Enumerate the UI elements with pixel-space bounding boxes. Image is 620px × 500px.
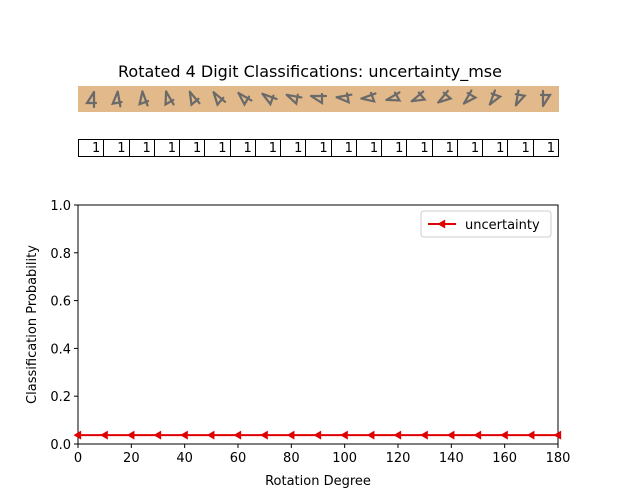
digit-thumbnail <box>254 86 281 112</box>
predicted-label: 1 <box>532 139 559 157</box>
rotated-digit-4-icon <box>111 90 123 108</box>
rotated-digit-4-icon <box>385 91 402 102</box>
y-axis-label: Classification Probability <box>25 245 40 404</box>
rotated-digit-4-icon <box>137 90 149 107</box>
x-tick-label: 40 <box>176 451 193 466</box>
data-point <box>206 430 215 440</box>
legend-marker <box>437 219 446 229</box>
digit-thumbnail <box>532 86 559 112</box>
rotated-digit-4-icon <box>436 89 453 104</box>
data-point <box>100 430 108 440</box>
data-point <box>526 430 535 440</box>
rotated-digit-4-icon <box>488 89 503 106</box>
rotated-digit-4-icon <box>411 90 428 103</box>
digit-thumbnail <box>204 86 231 112</box>
digit-thumbnail <box>229 86 256 112</box>
y-tick-label: 0.2 <box>50 390 71 405</box>
digit-thumbnail <box>179 86 206 112</box>
digit-thumbnail <box>482 86 509 112</box>
x-tick-label: 120 <box>386 451 411 466</box>
data-point <box>73 430 82 440</box>
rotated-digit-4-icon <box>212 91 227 107</box>
digit-thumbnail <box>153 86 180 112</box>
digit-thumbnail <box>280 86 307 112</box>
data-point <box>180 430 188 440</box>
data-point <box>393 430 402 440</box>
digit-thumbnail <box>128 86 155 112</box>
rotated-digit-4-icon <box>515 89 528 107</box>
x-axis-label: Rotation Degree <box>265 474 371 489</box>
x-tick-label: 60 <box>230 451 247 466</box>
x-tick-label: 0 <box>74 451 82 466</box>
data-point <box>446 430 455 440</box>
rotated-digit-4-icon <box>335 92 353 105</box>
digit-thumbnail <box>330 86 357 112</box>
rotated-digit-4-icon <box>539 89 552 108</box>
data-point <box>126 430 135 440</box>
rotated-digit-4-icon <box>360 91 377 103</box>
x-tick-label: 160 <box>492 451 517 466</box>
data-point <box>313 430 322 440</box>
rotated-digit-4-icon <box>188 90 201 107</box>
y-tick-label: 0.4 <box>50 342 71 357</box>
plot-frame <box>77 204 559 445</box>
y-tick-label: 0.0 <box>50 438 71 453</box>
y-tick-label: 0.6 <box>50 295 71 310</box>
rotated-digit-4-icon <box>310 92 328 106</box>
digit-thumbnail <box>305 86 332 112</box>
rotated-digit-4-icon <box>462 89 478 105</box>
legend-label: uncertainty <box>465 218 540 233</box>
rotated-digit-4-icon <box>164 90 175 107</box>
digit-thumbnail <box>456 86 483 112</box>
rotated-digit-strip <box>78 86 559 113</box>
x-tick-label: 80 <box>283 451 300 466</box>
rotated-digit-4-icon <box>236 91 253 107</box>
x-tick-label: 20 <box>123 451 140 466</box>
data-point <box>260 430 268 440</box>
rotated-digit-4-icon <box>261 92 278 107</box>
legend-box <box>420 210 552 238</box>
data-point <box>553 430 562 440</box>
rotated-digit-4-icon <box>84 90 98 109</box>
chart-title: Rotated 4 Digit Classifications: uncerta… <box>118 62 502 81</box>
data-point <box>500 430 508 440</box>
digit-thumbnail <box>507 86 534 112</box>
x-tick-label: 180 <box>546 451 571 466</box>
series-layer <box>73 430 562 440</box>
data-point <box>233 430 242 440</box>
digit-thumbnail <box>103 86 130 112</box>
data-point <box>420 430 428 440</box>
rotated-digit-4-icon <box>285 93 303 106</box>
digit-thumbnail <box>406 86 433 112</box>
y-tick-label: 0.8 <box>50 247 71 262</box>
legend: uncertainty <box>420 210 552 238</box>
data-point <box>286 430 295 440</box>
data-point <box>473 430 482 440</box>
digit-thumbnail <box>355 86 382 112</box>
data-point <box>366 430 375 440</box>
y-tick-label: 1.0 <box>50 199 71 214</box>
digit-thumbnail <box>381 86 408 112</box>
x-tick-label: 100 <box>332 451 357 466</box>
digit-thumbnail <box>431 86 458 112</box>
digit-thumbnail <box>78 86 104 112</box>
data-point <box>340 430 348 440</box>
axes: 0 20 40 60 80 100 120 140 160 180 0.0 0.2 0.4 0.6 0.8 1… <box>25 199 570 489</box>
x-tick-label: 140 <box>439 451 464 466</box>
data-point <box>153 430 162 440</box>
